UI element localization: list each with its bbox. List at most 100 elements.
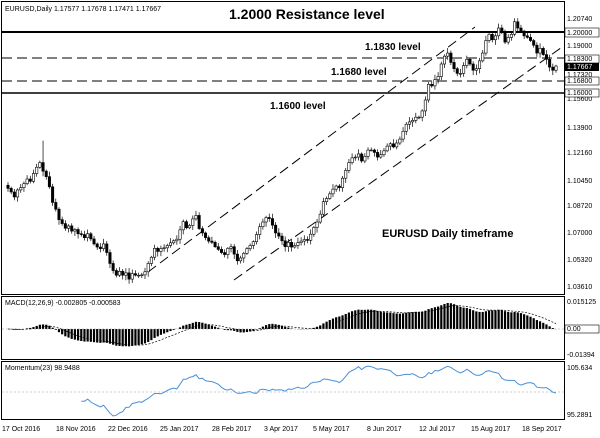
date-label: 18 Nov 2016 (56, 426, 96, 433)
date-label: 18 Sep 2017 (522, 426, 562, 433)
macd-bar (156, 329, 159, 337)
macd-bar (118, 329, 121, 346)
candle-body (118, 270, 122, 276)
macd-bar (379, 311, 382, 329)
macd-bar (201, 322, 204, 329)
macd-bar (347, 312, 351, 329)
candle-body (216, 246, 220, 250)
candle-body (490, 33, 494, 41)
macd-bar (194, 321, 198, 329)
macd-bar (405, 312, 408, 329)
candle-body (331, 188, 335, 195)
candle-body (398, 138, 402, 144)
candle-body (47, 176, 51, 188)
candle-body (124, 272, 128, 276)
macd-bar (366, 309, 370, 329)
macd-bar (363, 309, 366, 329)
macd-bar (48, 325, 51, 329)
macd-bar (529, 316, 532, 329)
price-axis-label: 1.20740 (567, 16, 592, 23)
macd-bar (532, 318, 535, 329)
candle-body (229, 246, 233, 249)
price-axis-label: 1.10450 (567, 178, 592, 185)
macd-bar (127, 329, 131, 347)
macd-bar (233, 329, 236, 331)
candle-body (188, 225, 192, 229)
macd-bar (322, 323, 325, 329)
candle-body (296, 242, 300, 246)
price-axis-label: 1.17320 (567, 72, 592, 79)
macd-bar (433, 307, 437, 329)
macd-bar (188, 323, 191, 329)
macd-bar (478, 311, 481, 329)
candle-body (149, 256, 153, 264)
macd-bar (497, 309, 500, 329)
candle-body (519, 27, 523, 32)
annotation-1680: 1.1680 level (331, 67, 387, 78)
channel-lower-line (233, 44, 566, 281)
candle-body (452, 62, 456, 69)
candle-body (153, 247, 157, 258)
macd-bar (335, 317, 338, 329)
candle-body (140, 274, 144, 276)
macd-bar (510, 312, 513, 329)
macd-bar (468, 308, 472, 329)
macd-bar (370, 309, 373, 329)
macd-bar (70, 329, 73, 339)
date-label: 15 Aug 2017 (471, 426, 510, 433)
macd-bar (538, 321, 542, 329)
candle-body (503, 32, 507, 43)
macd-bar (376, 310, 379, 329)
candle-body (105, 243, 109, 253)
macd-bar (551, 328, 554, 329)
candle-body (404, 123, 408, 132)
candle-body (423, 99, 427, 112)
candle-body (427, 84, 431, 101)
macd-bar (140, 329, 143, 345)
macd-bar (99, 329, 102, 343)
macd-bar (19, 329, 22, 330)
date-label: 22 Dec 2016 (108, 426, 148, 433)
macd-bar (249, 329, 252, 332)
macd-bar (89, 329, 92, 342)
candle-body (414, 116, 418, 121)
candle-body (28, 178, 32, 182)
candle-body (255, 234, 259, 243)
candle-body (532, 40, 536, 46)
date-label: 25 Jan 2017 (160, 426, 199, 433)
candle-body (411, 120, 415, 123)
candle-body (79, 233, 83, 235)
momentum-axis-label: 95.2891 (567, 412, 592, 419)
candle-body (181, 221, 185, 231)
price-axis-label: 1.07000 (567, 230, 592, 237)
macd-bar (411, 312, 414, 329)
candle-body (309, 233, 313, 241)
macd-bar (45, 324, 48, 329)
candle-body (385, 145, 389, 152)
macd-bar (124, 329, 127, 347)
macd-bar (16, 329, 19, 330)
macd-bar (487, 310, 491, 329)
candle-body (172, 240, 176, 244)
macd-bar (166, 329, 169, 333)
candle-body (146, 263, 150, 273)
candle-body (168, 242, 172, 246)
candle-body (525, 35, 529, 38)
candle-body (544, 54, 548, 60)
price-axis-label: 1.05320 (567, 257, 592, 264)
macd-bar (408, 312, 411, 329)
candle-body (500, 27, 504, 34)
macd-bar (112, 329, 115, 345)
macd-bar (338, 316, 341, 329)
price-candles (6, 18, 558, 284)
macd-bar (503, 311, 507, 329)
macd-bar (443, 303, 446, 329)
candle-body (337, 185, 341, 188)
macd-bar (494, 310, 497, 329)
macd-bar (523, 314, 526, 329)
candle-body (63, 223, 67, 229)
macd-bar (252, 329, 255, 331)
candle-body (277, 232, 281, 237)
candle-body (184, 221, 188, 229)
candle-body (481, 52, 485, 62)
